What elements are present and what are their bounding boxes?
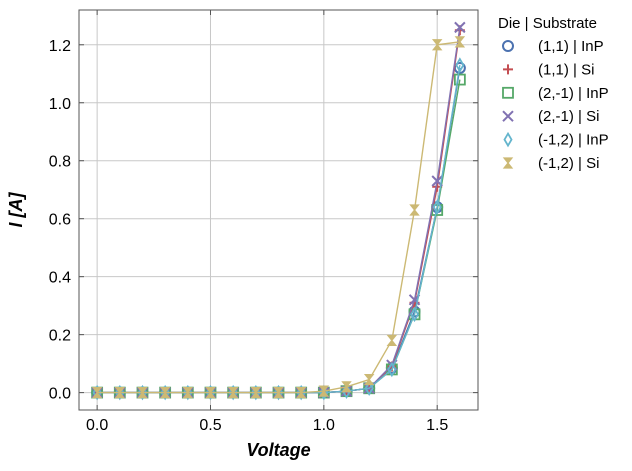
data-point — [502, 86, 514, 99]
data-point — [502, 157, 514, 169]
data-point — [227, 387, 239, 399]
legend: Die | Substrate (1,1) | InP (1,1) | Si (2,… — [498, 15, 609, 172]
data-point — [91, 387, 103, 399]
data-point — [503, 64, 513, 75]
data-point — [205, 387, 216, 399]
data-point — [454, 21, 466, 34]
x-tick-label: 0.0 — [86, 417, 108, 434]
data-point — [114, 387, 126, 399]
data-point — [431, 39, 443, 51]
legend-item: (-1,2) | InP — [503, 131, 609, 149]
series-line — [97, 64, 461, 394]
y-tick-label: 0.4 — [49, 270, 71, 287]
data-point — [454, 36, 466, 48]
y-tick-label: 0.0 — [49, 386, 71, 403]
data-point — [409, 306, 420, 323]
legend-label: (-1,2) | Si — [538, 155, 599, 172]
series-3 — [91, 21, 466, 399]
x-tick-label: 1.5 — [426, 417, 448, 434]
series-group — [91, 21, 466, 401]
data-point — [386, 334, 398, 347]
series-line — [97, 41, 460, 394]
series-line — [97, 30, 461, 394]
legend-label: (2,-1) | Si — [538, 108, 599, 125]
y-tick-label: 0.8 — [49, 154, 71, 171]
data-point — [363, 373, 375, 386]
legend-title: Die | Substrate — [498, 15, 597, 32]
y-tick-label: 0.6 — [49, 212, 71, 229]
data-point — [453, 73, 466, 86]
legend-item: (1,1) | InP — [502, 38, 604, 55]
x-axis-label: Voltage — [246, 440, 310, 460]
data-point — [503, 131, 513, 148]
series-line — [97, 79, 461, 394]
legend-label: (-1,2) | InP — [538, 132, 609, 149]
data-point — [182, 387, 194, 399]
x-tick-label: 1.0 — [313, 417, 335, 434]
data-point — [502, 40, 514, 52]
data-point — [318, 385, 330, 397]
legend-item: (2,-1) | InP — [502, 85, 609, 102]
legend-label: (2,-1) | InP — [538, 85, 609, 102]
data-point — [502, 110, 514, 122]
y-tick-label: 0.2 — [49, 328, 71, 345]
y-tick-label: 1.0 — [49, 96, 71, 113]
data-point — [250, 387, 262, 399]
legend-label: (1,1) | Si — [538, 61, 594, 78]
grid — [79, 10, 478, 410]
data-point — [159, 387, 171, 399]
legend-item: (2,-1) | Si — [502, 108, 599, 125]
series-4 — [92, 57, 465, 401]
legend-item: (1,1) | Si — [503, 61, 594, 78]
series-2 — [91, 73, 466, 399]
y-axis-label: I [A] — [6, 192, 26, 228]
plot-area — [78, 9, 479, 411]
data-point — [341, 381, 352, 393]
series-line — [97, 67, 461, 394]
data-point — [364, 380, 374, 397]
series-1 — [92, 25, 465, 398]
data-point — [273, 387, 284, 399]
x-tick-label: 0.5 — [199, 417, 221, 434]
series-0 — [91, 61, 466, 399]
y-tick-label: 1.2 — [49, 38, 71, 55]
data-point — [432, 199, 442, 215]
data-point — [387, 361, 397, 378]
axis-ticks: 0.0 0.5 1.0 1.5 0.0 0.2 0.4 0.6 0.8 1.0 1.2 — [49, 10, 478, 434]
data-point — [295, 387, 307, 399]
legend-item: (-1,2) | Si — [502, 155, 599, 172]
data-point — [455, 57, 465, 73]
data-point — [137, 387, 148, 399]
data-point — [409, 204, 420, 216]
legend-label: (1,1) | InP — [538, 38, 604, 55]
series-5 — [91, 36, 466, 399]
